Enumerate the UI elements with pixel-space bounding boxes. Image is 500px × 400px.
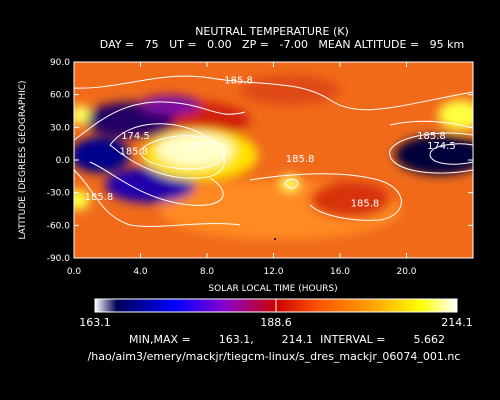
contour-label: 174.5 bbox=[427, 141, 456, 152]
x-tick-label: 0.0 bbox=[67, 267, 82, 277]
file-path: /hao/aim3/emery/mackjr/tiegcm-linux/s_dr… bbox=[88, 350, 461, 363]
x-tick-label: 8.0 bbox=[200, 267, 215, 277]
chart-title: NEUTRAL TEMPERATURE (K) bbox=[195, 25, 349, 38]
y-tick-label: -90.0 bbox=[47, 254, 71, 264]
y-tick-label: 60.0 bbox=[50, 91, 70, 101]
colorbar-mid-label: 188.6 bbox=[260, 316, 292, 329]
contour-lines bbox=[74, 75, 473, 227]
contour-label: 185.8 bbox=[417, 131, 446, 142]
x-axis: 0.0 4.0 8.0 12.0 16.0 20.0 bbox=[67, 62, 417, 277]
y-tick-label: -60.0 bbox=[47, 221, 71, 231]
contour-label: 185.8 bbox=[224, 76, 253, 87]
plot-marker bbox=[274, 238, 276, 240]
contour-label: 185.8 bbox=[85, 192, 114, 203]
x-tick-label: 12.0 bbox=[263, 267, 283, 277]
contour-label: 185.8 bbox=[120, 146, 149, 157]
y-tick-label: 30.0 bbox=[50, 123, 70, 133]
colorbar-max-label: 214.1 bbox=[441, 316, 473, 329]
contour-label: 174.5 bbox=[121, 131, 150, 142]
contour-label: 185.8 bbox=[351, 199, 380, 210]
y-tick-label: -30.0 bbox=[47, 189, 71, 199]
y-axis: 90.0 60.0 30.0 0.0 -30.0 -60.0 -90.0 bbox=[47, 58, 473, 264]
run-parameters: DAY = 75 UT = 0.00 ZP = -7.00 MEAN ALTIT… bbox=[100, 38, 464, 51]
x-tick-label: 4.0 bbox=[133, 267, 148, 277]
min-max-interval: MIN,MAX = 163.1, 214.1 INTERVAL = 5.662 bbox=[129, 333, 445, 346]
colorbar-min-label: 163.1 bbox=[79, 316, 111, 329]
x-tick-label: 20.0 bbox=[396, 267, 416, 277]
x-axis-label: SOLAR LOCAL TIME (HOURS) bbox=[208, 284, 337, 294]
y-tick-label: 0.0 bbox=[56, 156, 71, 166]
y-axis-label: LATITUDE (DEGREES GEOGRAPHIC) bbox=[18, 80, 28, 239]
y-tick-label: 90.0 bbox=[50, 58, 70, 68]
x-tick-label: 16.0 bbox=[330, 267, 350, 277]
contour-label: 197.1 bbox=[186, 142, 215, 153]
contour-label: 185.8 bbox=[286, 154, 315, 165]
